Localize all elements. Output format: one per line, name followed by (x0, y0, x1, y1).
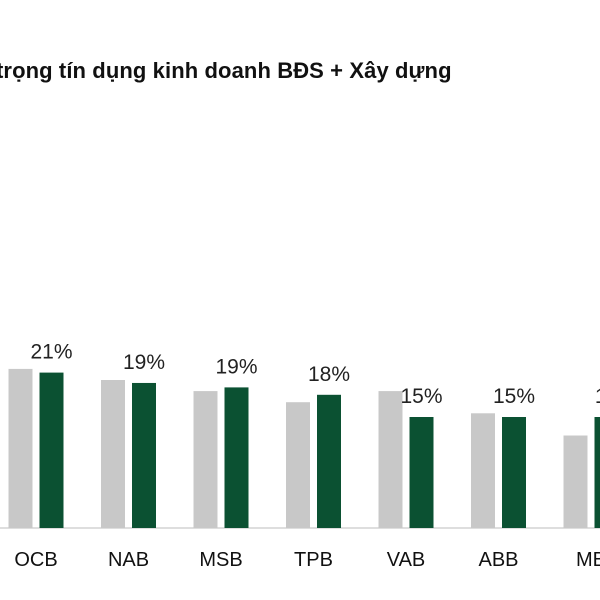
value-label-nab: 19% (123, 351, 165, 374)
x-tick-label-tpb: TPB (294, 549, 333, 571)
value-label-msb: 19% (215, 355, 257, 378)
x-tick-label-mb: MB (576, 549, 600, 571)
bar-gray-abb (471, 413, 495, 528)
bar-green-ocb (39, 372, 64, 528)
x-tick-label-abb: ABB (478, 549, 518, 571)
bar-green-nab (132, 382, 156, 528)
x-tick-label-msb: MSB (199, 549, 242, 571)
bar-gray-vab (378, 391, 403, 528)
bar-green-mb (594, 417, 600, 528)
value-label-ocb: 21% (30, 341, 72, 364)
bar-gray-ocb (8, 368, 33, 528)
value-label-abb: 15% (493, 385, 535, 408)
bar-gray-mb (563, 435, 588, 528)
bar-green-abb (502, 417, 526, 528)
bar-gray-tpb (286, 402, 310, 528)
x-tick-label-vab: VAB (387, 549, 426, 571)
value-label-vab: 15% (400, 385, 442, 408)
x-tick-label-ocb: OCB (14, 549, 57, 571)
bar-green-msb (224, 387, 249, 528)
bar-gray-nab (101, 380, 125, 528)
chart-title: trọng tín dụng kinh doanh BĐS + Xây dựng (0, 58, 452, 83)
bar-gray-msb (193, 391, 218, 528)
bar-green-tpb (317, 394, 341, 528)
x-tick-label-nab: NAB (108, 549, 149, 571)
bar-green-vab (409, 417, 434, 528)
value-label-tpb: 18% (308, 363, 350, 386)
value-label-mb: 15 (595, 385, 600, 408)
